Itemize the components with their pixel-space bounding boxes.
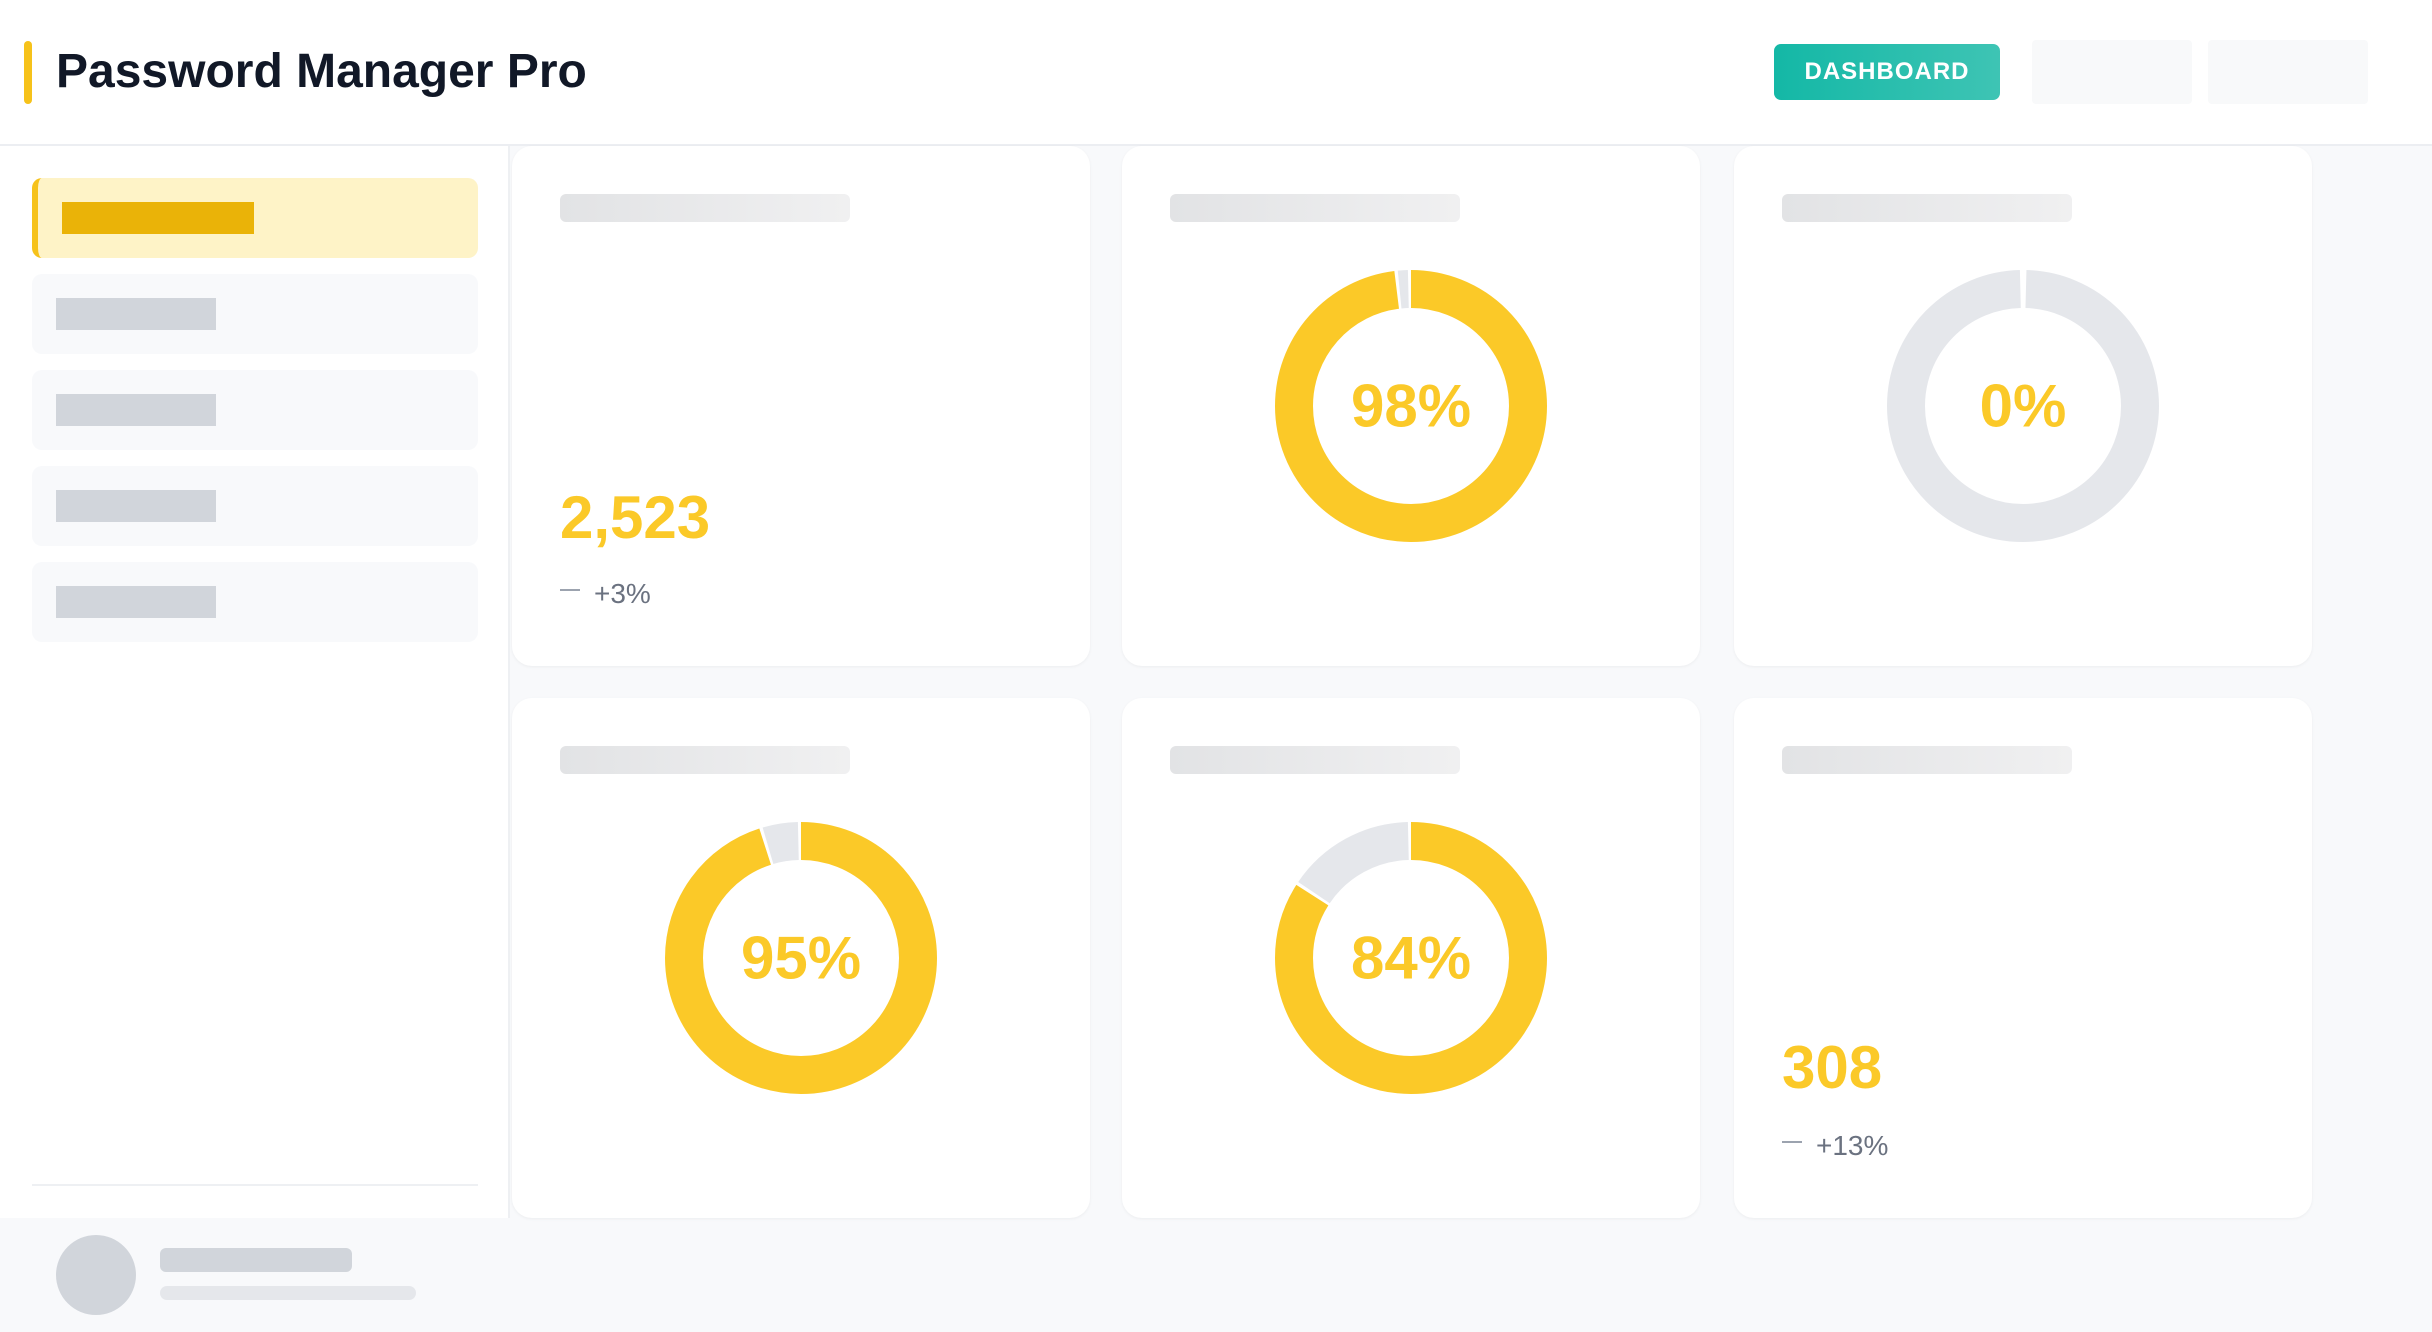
card-title-placeholder <box>1782 746 2072 774</box>
sidebar-item-active[interactable] <box>32 178 478 258</box>
profile-detail-placeholder <box>160 1286 416 1300</box>
stat-card-5: 308 +13% <box>1734 698 2312 1218</box>
stat-trend: +13% <box>1782 1128 1888 1164</box>
card-title-placeholder <box>1170 194 1460 222</box>
sidebar <box>0 146 510 1332</box>
donut-value-arc <box>1275 270 1547 542</box>
sidebar-item[interactable] <box>32 562 478 642</box>
stat-trend-label: +13% <box>1816 1130 1889 1161</box>
stat-card-0: 2,523 +3% <box>512 146 1090 666</box>
sidebar-item[interactable] <box>32 274 478 354</box>
sidebar-item-label-placeholder <box>56 586 216 618</box>
donut-percent-label: 0% <box>1980 373 2067 440</box>
donut-card-4: 84% <box>1122 698 1700 1218</box>
trend-flat-icon <box>560 588 580 591</box>
donut-chart: 95% <box>665 822 937 1094</box>
donut-track <box>1887 270 2159 542</box>
sidebar-item[interactable] <box>32 370 478 450</box>
nav-placeholder-1[interactable] <box>2032 40 2192 104</box>
sidebar-divider <box>32 1184 478 1186</box>
sidebar-item-label-placeholder <box>56 490 216 522</box>
donut-percent-label: 95% <box>741 925 861 992</box>
profile-name-placeholder <box>160 1248 352 1272</box>
sidebar-item-label-placeholder <box>56 394 216 426</box>
donut-percent-label: 98% <box>1351 373 1471 440</box>
app-title: Password Manager Pro <box>56 45 587 98</box>
donut-percent-label: 84% <box>1351 925 1471 992</box>
stat-trend-label: +3% <box>594 578 651 609</box>
trend-flat-icon <box>1782 1140 1802 1143</box>
donut-chart: 84% <box>1275 822 1547 1094</box>
donut-value-arc <box>665 822 937 1094</box>
card-title-placeholder <box>560 194 850 222</box>
stat-trend: +3% <box>560 576 651 612</box>
nav-placeholder-2[interactable] <box>2208 40 2368 104</box>
sidebar-item-label-placeholder <box>62 202 254 234</box>
app-header: Password Manager Pro DASHBOARD <box>0 0 2432 146</box>
donut-value-arc <box>1275 822 1547 1094</box>
sidebar-item-label-placeholder <box>56 298 216 330</box>
stat-value: 2,523 <box>560 484 711 551</box>
avatar <box>56 1235 136 1315</box>
user-profile[interactable] <box>32 1218 478 1332</box>
stat-value: 308 <box>1782 1034 1883 1101</box>
donut-card-1: 98% <box>1122 146 1700 666</box>
donut-chart: 0% <box>1887 270 2159 542</box>
card-title-placeholder <box>560 746 850 774</box>
brand-accent-bar <box>24 41 32 104</box>
donut-card-2: 0% <box>1734 146 2312 666</box>
donut-card-3: 95% <box>512 698 1090 1218</box>
card-title-placeholder <box>1782 194 2072 222</box>
card-title-placeholder <box>1170 746 1460 774</box>
sidebar-item[interactable] <box>32 466 478 546</box>
dashboard-button[interactable]: DASHBOARD <box>1774 44 2000 100</box>
donut-chart: 98% <box>1275 270 1547 542</box>
